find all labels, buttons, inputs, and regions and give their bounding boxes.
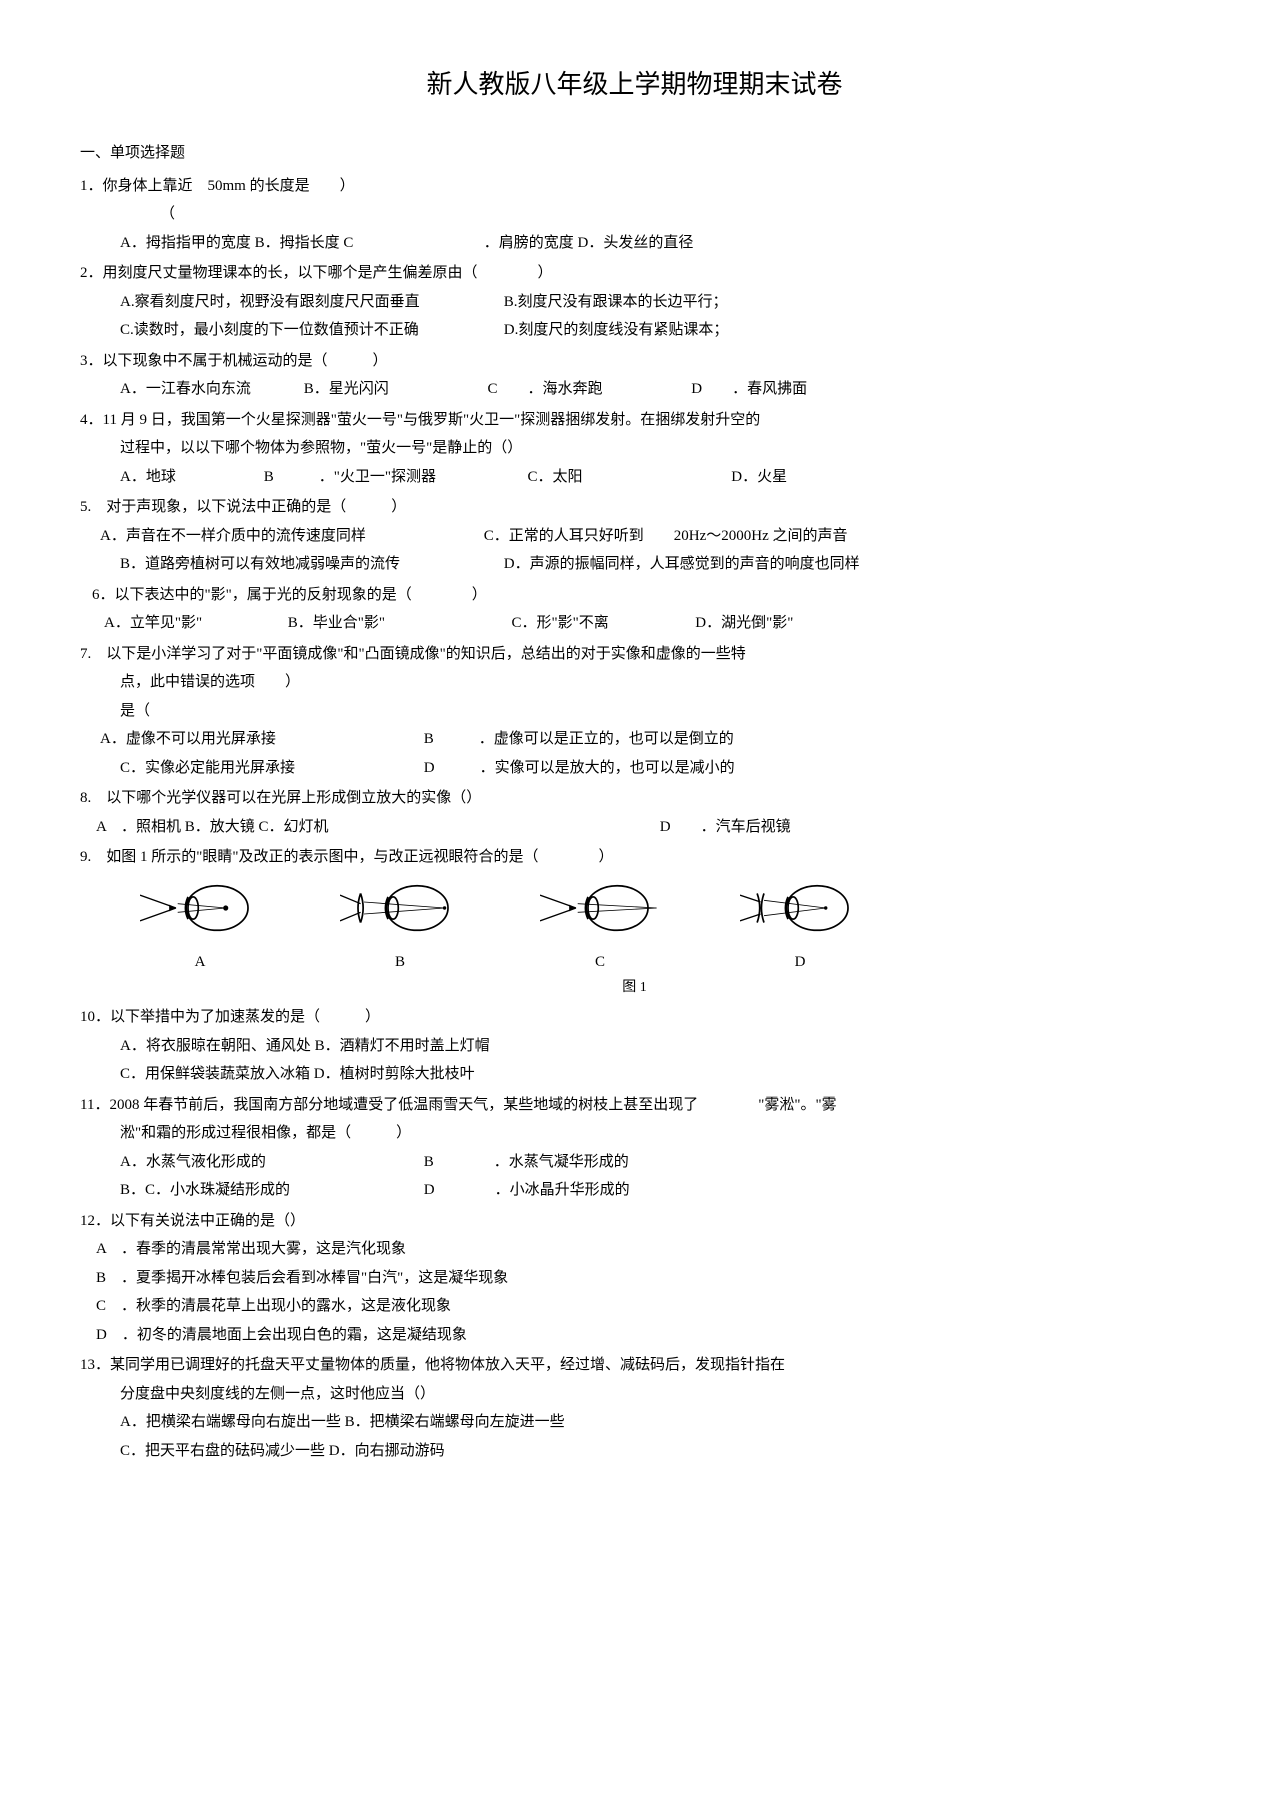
question-12: 12．以下有关说法中正确的是（） A ．春季的清晨常常出现大雾，这是汽化现象 B…: [80, 1207, 1189, 1350]
q12-opt-d: D ．初冬的清晨地面上会出现白色的霜，这是凝结现象: [96, 1321, 1189, 1350]
q7-opt-a: A．虚像不可以用光屏承接: [100, 725, 420, 754]
figure-label-c: C: [540, 948, 660, 977]
q5-opt-c: C．正常的人耳只好听到 20Hz～2000Hz 之间的声音: [484, 522, 848, 551]
q13-stem2: 分度盘中央刻度线的左侧一点，这时他应当（）: [80, 1380, 1189, 1409]
q7-opt-d: D ．实像可以是放大的，也可以是减小的: [424, 754, 735, 783]
q4-opt-b: B ．"火卫一"探测器: [264, 463, 524, 492]
q11-opt-b: B ．水蒸气凝华形成的: [424, 1148, 629, 1177]
q12-stem: 12．以下有关说法中正确的是（）: [80, 1207, 1189, 1236]
eye-diagram-c-icon: [540, 878, 660, 938]
q4-stem: 4．11 月 9 日，我国第一个火星探测器"萤火一号"与俄罗斯"火卫一"探测器捆…: [80, 406, 1189, 435]
q10-stem: 10．以下举措中为了加速蒸发的是（ ）: [80, 1003, 1189, 1032]
q6-opt-c: C．形"影"不离: [512, 609, 692, 638]
question-3: 3．以下现象中不属于机械运动的是（ ） A．一江春水向东流 B．星光闪闪 C ．…: [80, 347, 1189, 404]
q7-opt-c: C．实像必定能用光屏承接: [120, 754, 420, 783]
q6-opt-d: D．湖光倒"影": [695, 609, 793, 638]
q3-opt-c: C ．海水奔跑: [488, 375, 688, 404]
q5-stem: 5. 对于声现象，以下说法中正确的是（ ）: [80, 493, 1189, 522]
figure-row: A B: [80, 878, 1189, 977]
q9-stem: 9. 如图 1 所示的"眼睛"及改正的表示图中，与改正远视眼符合的是（ ）: [80, 843, 1189, 872]
q12-opt-c: C ．秋季的清晨花草上出现小的露水，这是液化现象: [96, 1292, 1189, 1321]
q5-opt-a: A．声音在不一样介质中的流传速度同样: [100, 522, 480, 551]
figure-label-d: D: [740, 948, 860, 977]
eye-diagram-b-icon: [340, 878, 460, 938]
q1-stem2: （: [80, 200, 1189, 229]
q4-opt-c: C．太阳: [528, 463, 728, 492]
question-9: 9. 如图 1 所示的"眼睛"及改正的表示图中，与改正远视眼符合的是（ ） A: [80, 843, 1189, 1001]
question-5: 5. 对于声现象，以下说法中正确的是（ ） A．声音在不一样介质中的流传速度同样…: [80, 493, 1189, 579]
q11-opt-c: B．C．小水珠凝结形成的: [120, 1176, 420, 1205]
figure-b: B: [340, 878, 460, 977]
q1-stem: 1．你身体上靠近 50mm 的长度是 ）: [80, 172, 1189, 201]
eye-diagram-a-icon: [140, 878, 260, 938]
question-10: 10．以下举措中为了加速蒸发的是（ ） A．将衣服晾在朝阳、通风处 B．酒精灯不…: [80, 1003, 1189, 1089]
q8-opt-a: A ．照相机 B．放大镜 C．幻灯机: [96, 813, 656, 842]
question-4: 4．11 月 9 日，我国第一个火星探测器"萤火一号"与俄罗斯"火卫一"探测器捆…: [80, 406, 1189, 492]
q4-opt-d: D．火星: [731, 463, 787, 492]
q4-stem2: 过程中，以以下哪个物体为参照物，"萤火一号"是静止的（）: [80, 434, 1189, 463]
figure-d: D: [740, 878, 860, 977]
q2-opt-b: B.刻度尺没有跟课本的长边平行；: [504, 288, 728, 317]
q8-opt-d: D ．汽车后视镜: [660, 813, 791, 842]
q8-stem: 8. 以下哪个光学仪器可以在光屏上形成倒立放大的实像（）: [80, 784, 1189, 813]
section-heading: 一、单项选择题: [80, 139, 1189, 168]
q13-opt-a: A．把横梁右端螺母向右旋出一些 B．把横梁右端螺母向左旋进一些: [120, 1408, 565, 1437]
page-title: 新人教版八年级上学期物理期末试卷: [80, 60, 1189, 109]
q2-opt-a: A.察看刻度尺时，视野没有跟刻度尺尺面垂直: [120, 288, 500, 317]
question-11: 11．2008 年春节前后，我国南方部分地域遭受了低温雨雪天气，某些地域的树枝上…: [80, 1091, 1189, 1205]
q11-opt-d: D ．小冰晶升华形成的: [424, 1176, 630, 1205]
q5-opt-b: B．道路旁植树可以有效地减弱噪声的流传: [120, 550, 500, 579]
q5-opt-d: D．声源的振幅同样，人耳感觉到的声音的响度也同样: [504, 550, 860, 579]
q11-opt-a: A．水蒸气液化形成的: [120, 1148, 420, 1177]
q12-opt-a: A ．春季的清晨常常出现大雾，这是汽化现象: [96, 1235, 1189, 1264]
q1-opt-a2: ．肩膀的宽度 D．头发丝的直径: [484, 229, 694, 258]
question-7: 7. 以下是小洋学习了对于"平面镜成像"和"凸面镜成像"的知识后，总结出的对于实…: [80, 640, 1189, 783]
figure-c: C: [540, 878, 660, 977]
q7-stem3: 是（: [80, 697, 1189, 726]
q6-opt-a: A．立竿见"影": [104, 609, 284, 638]
q4-opt-a: A．地球: [120, 463, 260, 492]
q3-opt-d: D ．春风拂面: [691, 375, 807, 404]
q7-stem: 7. 以下是小洋学习了对于"平面镜成像"和"凸面镜成像"的知识后，总结出的对于实…: [80, 640, 1189, 669]
q2-stem: 2．用刻度尺丈量物理课本的长，以下哪个是产生偏差原由（ ）: [80, 259, 1189, 288]
question-13: 13．某同学用已调理好的托盘天平丈量物体的质量，他将物体放入天平，经过增、减砝码…: [80, 1351, 1189, 1465]
question-6: 6．以下表达中的"影"，属于光的反射现象的是（ ） A．立竿见"影" B．毕业合…: [80, 581, 1189, 638]
q2-opt-c: C.读数时，最小刻度的下一位数值预计不正确: [120, 316, 500, 345]
figure-caption: 图 1: [80, 975, 1189, 1002]
q7-stem2: 点，此中错误的选项 ）: [80, 668, 1189, 697]
q3-opt-b: B．星光闪闪: [304, 375, 484, 404]
q12-opt-b: B ．夏季揭开冰棒包装后会看到冰棒冒"白汽"，这是凝华现象: [96, 1264, 1189, 1293]
question-1: 1．你身体上靠近 50mm 的长度是 ） （ A．拇指指甲的宽度 B．拇指长度 …: [80, 172, 1189, 258]
question-2: 2．用刻度尺丈量物理课本的长，以下哪个是产生偏差原由（ ） A.察看刻度尺时，视…: [80, 259, 1189, 345]
q11-stem2: 淞"和霜的形成过程很相像，都是（ ）: [80, 1119, 1189, 1148]
q10-opt-a: A．将衣服晾在朝阳、通风处 B．酒精灯不用时盖上灯帽: [120, 1032, 490, 1061]
question-8: 8. 以下哪个光学仪器可以在光屏上形成倒立放大的实像（） A ．照相机 B．放大…: [80, 784, 1189, 841]
q2-opt-d: D.刻度尺的刻度线没有紧贴课本；: [504, 316, 729, 345]
eye-diagram-d-icon: [740, 878, 860, 938]
q7-opt-b: B ．虚像可以是正立的，也可以是倒立的: [424, 725, 734, 754]
figure-label-a: A: [140, 948, 260, 977]
q6-opt-b: B．毕业合"影": [288, 609, 508, 638]
q11-stem: 11．2008 年春节前后，我国南方部分地域遭受了低温雨雪天气，某些地域的树枝上…: [80, 1091, 1189, 1120]
q13-opt-c: C．把天平右盘的砝码减少一些 D．向右挪动游码: [120, 1437, 445, 1466]
q10-opt-c: C．用保鲜袋装蔬菜放入冰箱 D．植树时剪除大批枝叶: [120, 1060, 475, 1089]
q6-stem: 6．以下表达中的"影"，属于光的反射现象的是（ ）: [80, 581, 1189, 610]
q3-opt-a: A．一江春水向东流: [120, 375, 300, 404]
q1-opt-a: A．拇指指甲的宽度 B．拇指长度 C: [120, 229, 480, 258]
figure-label-b: B: [340, 948, 460, 977]
q13-stem: 13．某同学用已调理好的托盘天平丈量物体的质量，他将物体放入天平，经过增、减砝码…: [80, 1351, 1189, 1380]
figure-a: A: [140, 878, 260, 977]
q3-stem: 3．以下现象中不属于机械运动的是（ ）: [80, 347, 1189, 376]
